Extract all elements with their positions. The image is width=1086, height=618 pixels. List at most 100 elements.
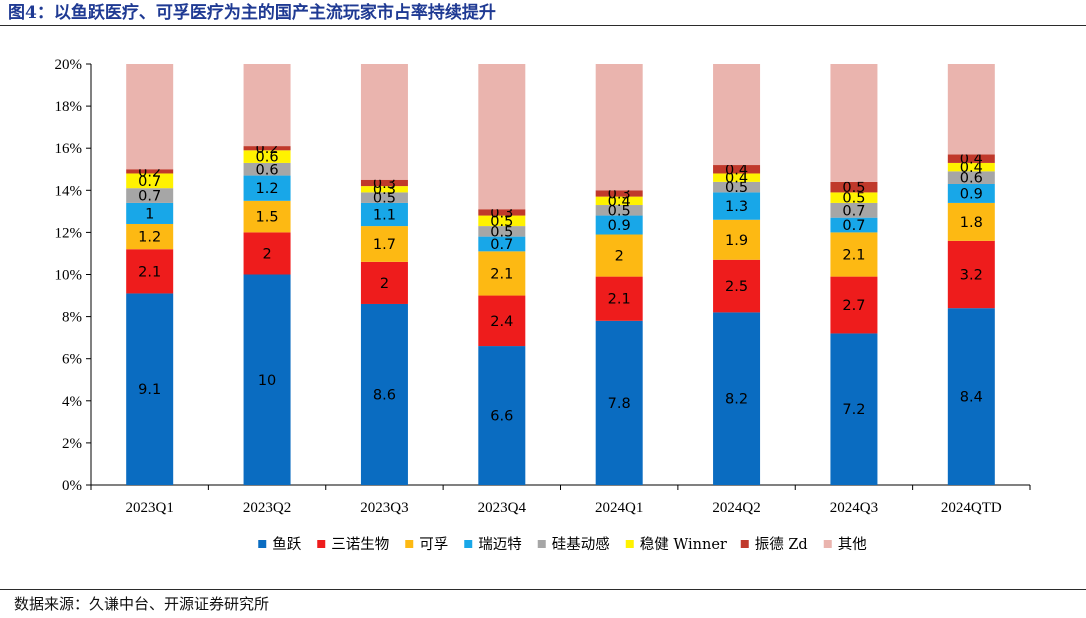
legend-item: 稳健 Winner bbox=[625, 536, 727, 553]
bar-segment bbox=[243, 162, 291, 176]
data-label: 0.9 bbox=[608, 218, 631, 234]
legend-swatch bbox=[740, 540, 749, 548]
bar-segment bbox=[126, 169, 174, 174]
bar-segment bbox=[713, 219, 761, 260]
data-label: 2.1 bbox=[138, 264, 161, 280]
y-tick-label: 0% bbox=[62, 478, 82, 494]
bar-segment bbox=[595, 234, 643, 277]
data-label: 2.7 bbox=[842, 298, 865, 314]
bar-segment bbox=[830, 232, 878, 277]
bar-segment bbox=[360, 186, 408, 193]
top-divider bbox=[0, 25, 1086, 26]
bar-segment bbox=[360, 226, 408, 262]
data-label: 2.1 bbox=[842, 248, 865, 264]
bar-segment bbox=[595, 320, 643, 485]
legend-label: 瑞迈特 bbox=[478, 536, 522, 553]
bar-stack: 6.62.42.10.70.50.50.3 bbox=[478, 64, 526, 485]
bar-segment bbox=[360, 261, 408, 304]
data-label: 6.6 bbox=[490, 409, 513, 425]
y-tick-label: 20% bbox=[55, 57, 83, 73]
x-tick-label: 2024Q1 bbox=[595, 500, 643, 516]
bar-segment bbox=[126, 223, 174, 250]
y-tick-label: 18% bbox=[55, 99, 83, 115]
bar-segment bbox=[243, 200, 291, 233]
legend-label: 振德 Zd bbox=[755, 536, 808, 553]
bar-segment bbox=[947, 64, 995, 155]
bar-segment bbox=[713, 259, 761, 313]
data-label: 0.3 bbox=[490, 205, 513, 221]
legend-label: 三诺生物 bbox=[331, 536, 389, 553]
bar-segment bbox=[830, 64, 878, 182]
bar-segment bbox=[478, 251, 526, 296]
x-tick-label: 2023Q2 bbox=[243, 500, 291, 516]
data-label: 0.3 bbox=[373, 182, 396, 198]
bar-segment bbox=[126, 249, 174, 294]
bar-segment bbox=[947, 202, 995, 241]
bar-segment bbox=[478, 236, 526, 252]
data-label: 1 bbox=[145, 206, 154, 222]
data-label: 0.4 bbox=[960, 152, 983, 168]
data-label: 2.1 bbox=[608, 292, 631, 308]
data-label: 10 bbox=[258, 373, 276, 389]
legend-label: 硅基动感 bbox=[552, 536, 610, 553]
legend-swatch bbox=[537, 540, 546, 548]
data-label: 0.5 bbox=[490, 214, 513, 230]
figure-title: 图4：以鱼跃医疗、可孚医疗为主的国产主流玩家市占率持续提升 bbox=[8, 3, 496, 23]
bar-segment bbox=[947, 162, 995, 172]
data-label: 2 bbox=[615, 249, 624, 265]
bar-segment bbox=[595, 205, 643, 216]
legend-item: 三诺生物 bbox=[317, 536, 389, 553]
bar-stack: 8.22.51.91.30.50.40.4 bbox=[713, 64, 761, 485]
data-label: 1.2 bbox=[256, 181, 279, 197]
x-tick-label: 2024Q3 bbox=[830, 500, 878, 516]
data-label: 0.7 bbox=[842, 203, 865, 219]
data-label: 0.4 bbox=[960, 160, 983, 176]
data-label: 1.1 bbox=[373, 208, 396, 224]
y-tick-label: 4% bbox=[62, 394, 82, 410]
data-label: 1.2 bbox=[138, 230, 161, 246]
bar-segment bbox=[595, 190, 643, 197]
data-label: 0.5 bbox=[842, 191, 865, 207]
y-tick-label: 12% bbox=[55, 225, 83, 241]
bar-segment bbox=[478, 295, 526, 347]
data-label: 2.5 bbox=[725, 279, 748, 295]
chart-legend: 鱼跃 三诺生物 可孚 瑞迈特 硅基动感 稳健 Winner 振德 Zd 其他 bbox=[258, 535, 867, 553]
data-label: 8.4 bbox=[960, 390, 983, 406]
data-label: 0.7 bbox=[138, 174, 161, 190]
data-label: 0.5 bbox=[842, 180, 865, 196]
bar-segment bbox=[830, 333, 878, 485]
bar-segment bbox=[243, 175, 291, 201]
bar-segment bbox=[360, 64, 408, 180]
bar-segment bbox=[713, 64, 761, 166]
legend-swatch bbox=[625, 540, 634, 548]
data-label: 0.7 bbox=[842, 218, 865, 234]
x-tick-label: 2024Q2 bbox=[712, 500, 760, 516]
bar-segment bbox=[947, 308, 995, 485]
bar-segment bbox=[126, 173, 174, 189]
bar-segment bbox=[830, 192, 878, 203]
bar-segment bbox=[713, 165, 761, 174]
legend-item: 振德 Zd bbox=[740, 536, 808, 553]
bar-segment bbox=[478, 64, 526, 210]
data-label: 2.4 bbox=[490, 314, 513, 330]
bar-segment bbox=[830, 202, 878, 218]
data-label: 2 bbox=[262, 246, 271, 262]
bar-segment bbox=[126, 188, 174, 203]
data-label: 0.6 bbox=[960, 171, 983, 187]
bar-stack: 7.22.72.10.70.70.50.5 bbox=[830, 64, 878, 485]
bar-segment bbox=[595, 276, 643, 321]
legend-swatch bbox=[405, 540, 414, 548]
bar-segment bbox=[478, 209, 526, 216]
data-label: 0.3 bbox=[373, 176, 396, 192]
data-label: 0.4 bbox=[725, 171, 748, 187]
bar-segment bbox=[126, 202, 174, 224]
data-label: 0.5 bbox=[608, 203, 631, 219]
data-label: 1.8 bbox=[960, 215, 983, 231]
legend-label: 鱼跃 bbox=[272, 535, 301, 553]
bar-segment bbox=[947, 240, 995, 309]
bar-segment bbox=[360, 192, 408, 203]
data-label: 1.7 bbox=[373, 237, 396, 253]
bar-segment bbox=[830, 217, 878, 233]
y-tick-label: 8% bbox=[62, 310, 82, 326]
